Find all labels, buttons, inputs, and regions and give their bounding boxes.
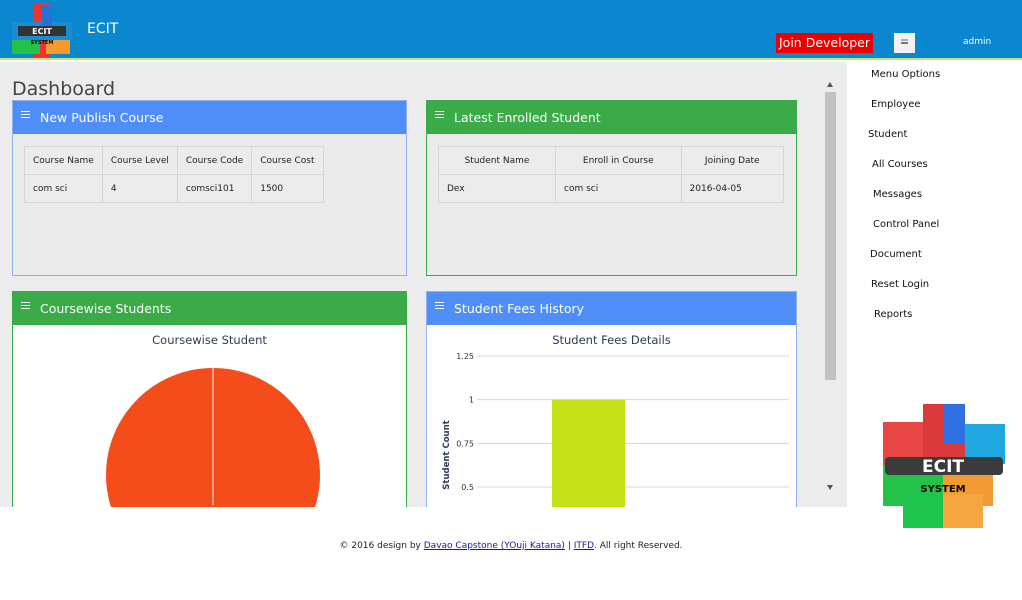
column-header: Course Code	[176, 146, 253, 175]
panel-header: Coursewise Students	[13, 292, 406, 325]
y-tick-label: 0.5	[461, 483, 474, 492]
svg-text:ECIT: ECIT	[922, 457, 964, 477]
top-bar: ECIT SYSTEM ECIT Join Developer admin	[0, 0, 1022, 60]
scroll-down-icon[interactable]	[827, 485, 833, 490]
footer: © 2016 design by Davao Capstone (YOuji K…	[0, 541, 1022, 551]
coursewise-students-panel: Coursewise Students Coursewise Student	[12, 291, 407, 507]
sidebar-item-messages[interactable]: Messages	[873, 189, 923, 200]
table-cell: 4	[101, 174, 178, 203]
bar-chart: 1.25 1 0.75 0.5 Student Count	[442, 352, 789, 507]
hamburger-icon[interactable]	[435, 300, 444, 311]
table-cell: comsci101	[176, 174, 253, 203]
y-axis-label: Student Count	[442, 420, 452, 489]
panel-header: Student Fees History	[427, 292, 796, 325]
footer-itfd-link[interactable]: ITFD	[573, 541, 595, 551]
bar[interactable]	[552, 399, 625, 507]
table-cell: 1500	[251, 174, 324, 203]
latest-enrolled-panel: Latest Enrolled Student Student Name Enr…	[426, 100, 797, 276]
sidebar-item-reports[interactable]: Reports	[874, 309, 913, 320]
sidebar-item-reset-login[interactable]: Reset Login	[871, 279, 930, 290]
table-cell: Dex	[437, 174, 557, 203]
app-title[interactable]: ECIT	[87, 21, 119, 37]
footer-separator: |	[567, 541, 571, 551]
panel-title: Coursewise Students	[39, 301, 172, 316]
enrolled-table: Student Name Enroll in Course Joining Da…	[437, 146, 785, 203]
sidebar-item-control-panel[interactable]: Control Panel	[873, 219, 940, 230]
column-header: Course Cost	[251, 146, 324, 175]
panel-title: Student Fees History	[453, 301, 585, 316]
pie-chart-area: Coursewise Student	[13, 325, 406, 507]
svg-text:ECIT: ECIT	[32, 27, 52, 36]
panel-title: Latest Enrolled Student	[453, 110, 601, 125]
join-developer-button[interactable]: Join Developer	[776, 33, 873, 53]
table-cell: com sci	[24, 174, 103, 203]
sidebar-item-all-courses[interactable]: All Courses	[872, 159, 928, 170]
svg-text:SYSTEM: SYSTEM	[920, 484, 965, 495]
student-fees-panel: Student Fees History Student Fees Detail…	[426, 291, 797, 507]
panel-header: Latest Enrolled Student	[427, 101, 796, 134]
chart-title: Student Fees Details	[552, 333, 671, 347]
scroll-thumb[interactable]	[825, 92, 836, 380]
menu-icon	[901, 42, 908, 44]
table-row: com sci 4 comsci101 1500	[24, 174, 324, 203]
course-table: Course Name Course Level Course Code Cou…	[24, 146, 324, 203]
scroll-up-icon[interactable]	[827, 82, 833, 87]
pie-chart	[106, 368, 320, 507]
y-tick-label: 1.25	[456, 352, 474, 361]
column-header: Joining Date	[680, 146, 785, 175]
sidebar-item-employee[interactable]: Employee	[871, 99, 921, 110]
ecit-system-logo: ECIT SYSTEM	[883, 404, 1005, 528]
admin-user-link[interactable]: admin	[963, 37, 992, 47]
ecit-logo[interactable]: ECIT SYSTEM	[12, 4, 72, 58]
y-tick-label: 0.75	[456, 439, 474, 448]
panel-title: New Publish Course	[39, 110, 164, 125]
user-menu-toggle[interactable]	[894, 33, 915, 53]
new-publish-course-panel: New Publish Course Course Name Course Le…	[12, 100, 407, 276]
page-title: Dashboard	[12, 78, 116, 100]
bar-chart-area: Student Fees Details 1.25 1 0.75 0.5 Student…	[427, 325, 796, 507]
table-cell: 2016-04-05	[680, 174, 785, 203]
hamburger-icon[interactable]	[21, 300, 30, 311]
sidebar-item-document[interactable]: Document	[870, 249, 922, 260]
panel-header: New Publish Course	[13, 101, 406, 134]
footer-author-link[interactable]: Davao Capstone (YOuji Katana)	[423, 541, 565, 551]
vertical-scrollbar[interactable]	[824, 76, 837, 494]
footer-prefix: © 2016 design by	[339, 541, 421, 551]
footer-suffix: . All right Reserved.	[594, 541, 683, 551]
column-header: Course Level	[101, 146, 178, 175]
svg-text:SYSTEM: SYSTEM	[31, 40, 54, 46]
table-cell: com sci	[555, 174, 682, 203]
y-tick-label: 1	[469, 396, 474, 405]
hamburger-icon[interactable]	[21, 109, 30, 120]
column-header: Course Name	[24, 146, 103, 175]
hamburger-icon[interactable]	[435, 109, 444, 120]
main-content: Dashboard New Publish Course Course Name…	[0, 62, 847, 507]
chart-title: Coursewise Student	[152, 333, 267, 347]
table-row: Dex com sci 2016-04-05	[437, 174, 785, 203]
sidebar-item-menu-options[interactable]: Menu Options	[871, 69, 941, 80]
sidebar-item-student[interactable]: Student	[868, 129, 908, 140]
column-header: Student Name	[437, 146, 557, 175]
column-header: Enroll in Course	[555, 146, 682, 175]
